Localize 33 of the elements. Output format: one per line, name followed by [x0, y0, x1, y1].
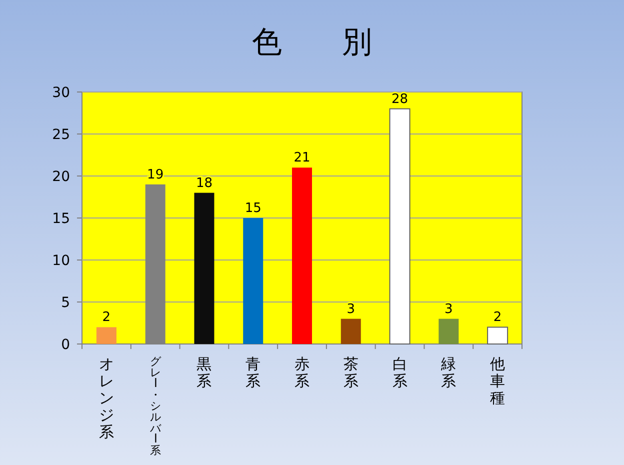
bar: [194, 192, 214, 344]
data-label: 21: [294, 150, 310, 166]
data-label: 15: [244, 201, 262, 216]
y-tick-label: 10: [52, 253, 70, 269]
category-label: グレー・シルバー系: [148, 355, 162, 457]
x-tick-label: 他車種: [490, 355, 506, 407]
chart-title: 色 別: [252, 25, 372, 60]
y-tick-label: 20: [52, 169, 70, 185]
y-tick-label: 15: [52, 211, 70, 227]
x-tick-label: 黒系: [196, 355, 212, 390]
x-tick-label: 白系: [392, 355, 408, 390]
y-tick-label: 30: [52, 85, 70, 101]
data-label: 3: [444, 302, 453, 317]
x-tick-label: 青系: [246, 355, 261, 390]
y-tick-label: 5: [61, 295, 70, 311]
data-label: 28: [392, 92, 408, 107]
bar: [389, 108, 410, 344]
data-label: 3: [346, 302, 356, 317]
bar: [292, 168, 312, 344]
x-tick-label: 茶系: [343, 355, 358, 390]
x-tick-label: オレンジ系: [98, 355, 114, 441]
x-tick-label: 赤系: [294, 355, 310, 390]
bar: [243, 218, 264, 344]
y-tick-label: 25: [52, 127, 70, 143]
x-tick-label: 緑系: [440, 355, 456, 390]
y-tick-label: 0: [61, 337, 70, 353]
bar: [487, 326, 508, 344]
data-label: 18: [196, 176, 212, 191]
data-label: 2: [102, 310, 111, 326]
data-label: 2: [493, 310, 502, 326]
bar: [96, 327, 116, 344]
bar: [340, 318, 361, 344]
bar: [438, 318, 459, 344]
